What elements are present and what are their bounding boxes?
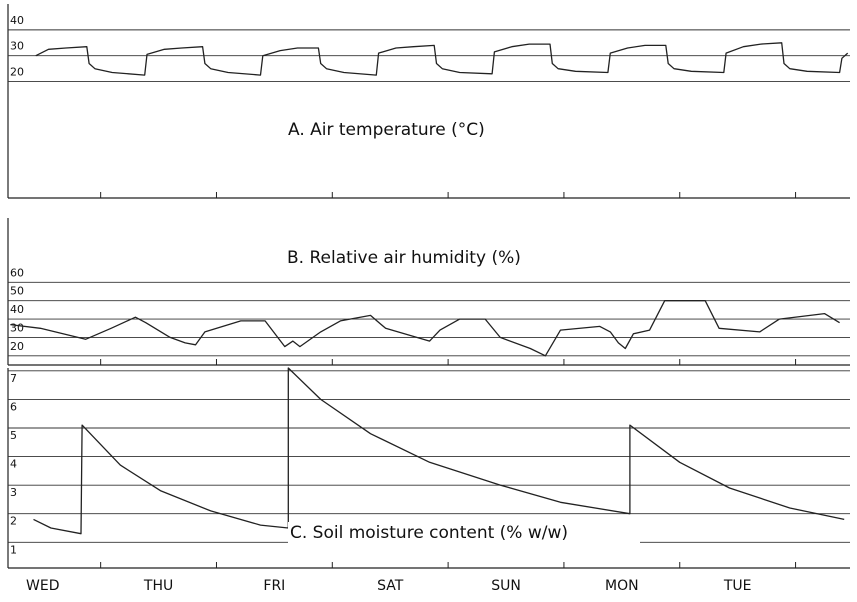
x-tick-label: SUN (491, 578, 521, 594)
x-tick-label: FRI (263, 578, 285, 594)
x-tick-label: TUE (723, 578, 752, 594)
y-tick-label: 5 (10, 429, 17, 442)
y-tick-label: 4 (10, 458, 17, 471)
y-tick-label: 30 (10, 40, 24, 53)
panel-title: C. Soil moisture content (% w/w) (290, 523, 568, 543)
y-tick-label: 7 (10, 372, 17, 385)
data-line (33, 367, 845, 535)
x-tick-label: SAT (377, 578, 404, 594)
data-line (10, 300, 840, 357)
y-tick-label: 30 (10, 321, 24, 334)
panel-title: B. Relative air humidity (%) (287, 248, 521, 268)
y-tick-label: 50 (10, 285, 24, 298)
panel-title: A. Air temperature (°C) (288, 120, 485, 140)
y-tick-label: 2 (10, 515, 17, 528)
y-tick-label: 20 (10, 66, 24, 79)
y-tick-label: 40 (10, 303, 24, 316)
x-tick-label: THU (143, 578, 173, 594)
y-tick-label: 3 (10, 486, 17, 499)
title-backdrop (288, 522, 640, 543)
x-tick-label: WED (26, 578, 59, 594)
x-tick-label: MON (605, 578, 639, 594)
y-tick-label: 20 (10, 340, 24, 353)
y-tick-label: 1 (10, 543, 17, 556)
data-line (35, 42, 849, 76)
y-tick-label: 60 (10, 266, 24, 279)
y-tick-label: 6 (10, 400, 17, 413)
y-tick-label: 40 (10, 14, 24, 27)
